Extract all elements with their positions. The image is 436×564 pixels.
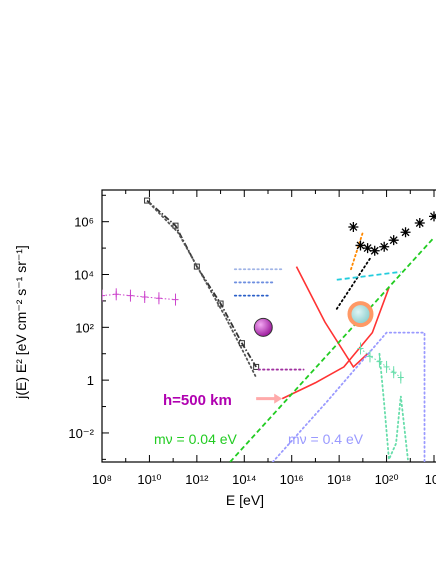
- series-10: [271, 331, 426, 462]
- series-16: [378, 352, 409, 462]
- axis-ticks: [101, 190, 435, 462]
- series-0: [144, 197, 260, 370]
- x-axis-label: E [eV]: [226, 492, 264, 508]
- annotation-neutrino-mass-0.4: mν = 0.4 eV: [288, 431, 364, 447]
- series-1: [148, 202, 258, 379]
- data-point-square: [253, 363, 260, 370]
- arrow-head: [274, 393, 283, 404]
- series-line: [335, 257, 371, 310]
- x-tick-label: 10¹⁶: [280, 472, 304, 487]
- data-point-cross: [366, 353, 373, 360]
- series-14: [348, 211, 436, 256]
- x-tick-label: 10¹⁸: [327, 472, 351, 487]
- y-tick-label: 10²: [75, 320, 94, 335]
- series-line: [229, 236, 435, 462]
- series-8: [295, 266, 369, 369]
- series-line: [336, 270, 401, 281]
- series-line: [360, 348, 402, 378]
- data-point-cross: [172, 296, 179, 303]
- y-tick-label: 1: [87, 373, 94, 388]
- x-tick-label: 10²⁰: [375, 472, 399, 487]
- data-point-asterisk: [355, 240, 366, 251]
- x-tick-label: 10²: [425, 472, 436, 487]
- data-point-cross: [155, 295, 162, 302]
- detector-ring-marker: [347, 301, 374, 328]
- series-13: [336, 270, 401, 281]
- data-point-asterisk: [362, 243, 373, 254]
- series-line: [295, 266, 369, 369]
- series-line: [350, 231, 364, 271]
- data-point-cross: [383, 363, 390, 370]
- data-point-asterisk: [400, 227, 411, 238]
- annotation-neutrino-mass-0.04: mν = 0.04 eV: [154, 431, 238, 447]
- series-layer: [102, 197, 436, 462]
- series-11: [335, 257, 371, 310]
- series-line: [271, 331, 426, 462]
- data-point-square: [172, 222, 179, 229]
- series-7: [281, 287, 390, 400]
- detector-marker: [253, 317, 273, 337]
- data-point-square: [193, 263, 200, 270]
- y-tick-label: 10⁴: [74, 268, 94, 283]
- x-tick-label: 10¹⁰: [137, 472, 161, 487]
- data-point-cross: [357, 345, 364, 352]
- data-point-cross: [113, 291, 120, 298]
- x-tick-label: 10¹²: [185, 472, 209, 487]
- tick-labels: 10⁸ 10¹⁰ 10¹² 10¹⁴ 10¹⁶ 10¹⁸ 10²⁰ 10² 10⁶ 10⁴ 10² 1…: [68, 215, 436, 487]
- data-point-asterisk: [429, 211, 436, 222]
- y-tick-label: 10⁻²: [68, 426, 94, 441]
- series-line: [102, 293, 176, 301]
- data-point-asterisk: [348, 221, 359, 232]
- data-point-asterisk: [369, 245, 380, 256]
- data-point-square: [144, 197, 151, 204]
- y-axis-label: j(E) E² [eV cm⁻² s⁻¹ sr⁻¹]: [13, 245, 29, 400]
- data-point-cross: [102, 292, 105, 299]
- series-2: [102, 288, 179, 306]
- series-line: [281, 287, 390, 400]
- data-point-cross: [141, 293, 148, 300]
- series-12: [350, 231, 364, 271]
- data-point-cross: [397, 374, 404, 381]
- y-tick-label: 10⁶: [74, 215, 94, 230]
- data-point-cross: [127, 292, 134, 299]
- series-9: [229, 236, 435, 462]
- data-point-asterisk: [414, 218, 425, 229]
- series-line: [378, 352, 409, 462]
- data-point-asterisk: [379, 241, 390, 252]
- data-point-asterisk: [388, 235, 399, 246]
- x-tick-label: 10⁸: [92, 472, 112, 487]
- series-15: [357, 342, 404, 384]
- annotation-altitude: h=500 km: [163, 392, 232, 409]
- data-point-cross: [390, 369, 397, 376]
- series-line: [146, 199, 257, 368]
- x-tick-label: 10¹⁴: [232, 472, 256, 487]
- series-line: [148, 202, 258, 379]
